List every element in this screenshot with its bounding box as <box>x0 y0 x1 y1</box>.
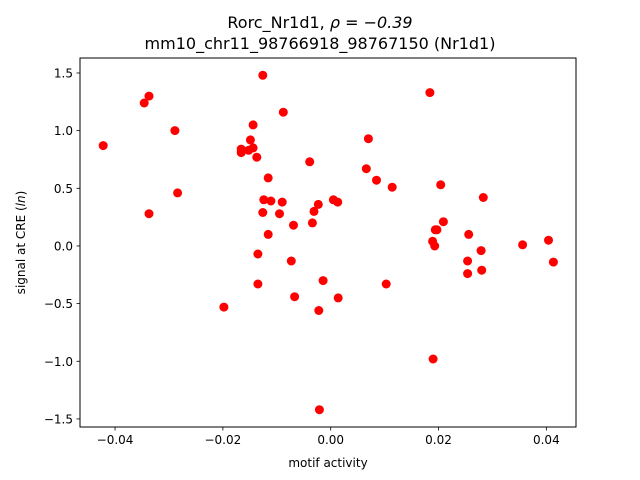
data-point-53 <box>464 229 474 239</box>
data-point-52 <box>463 269 473 279</box>
data-point-19 <box>263 173 273 183</box>
x-tick-label: 0.04 <box>533 433 560 447</box>
data-point-24 <box>278 107 288 117</box>
chart-title-line1: Rorc_Nr1d1, ρ = −0.39 <box>227 13 412 33</box>
plot-area-frame <box>79 57 577 428</box>
data-point-8 <box>236 148 246 158</box>
y-tick-label: 1.5 <box>54 66 73 80</box>
data-point-13 <box>252 152 262 162</box>
data-point-54 <box>476 246 486 256</box>
data-point-14 <box>253 249 263 259</box>
data-point-22 <box>275 209 284 219</box>
data-point-45 <box>428 354 438 364</box>
data-point-57 <box>518 240 528 250</box>
y-tick-label: 1.0 <box>54 124 73 138</box>
data-point-39 <box>363 134 373 144</box>
data-point-28 <box>305 157 315 167</box>
data-point-23 <box>277 197 287 207</box>
data-point-27 <box>290 292 300 302</box>
data-point-17 <box>258 208 268 217</box>
data-point-20 <box>263 229 273 239</box>
data-point-42 <box>387 182 397 192</box>
data-point-51 <box>463 256 473 266</box>
data-point-38 <box>361 164 371 174</box>
data-point-16 <box>258 70 268 80</box>
data-point-50 <box>438 217 448 227</box>
data-point-56 <box>478 193 488 202</box>
data-point-43 <box>425 88 435 98</box>
x-tick-label: −0.04 <box>97 433 134 447</box>
y-tick-label: −0.5 <box>44 297 73 311</box>
data-point-5 <box>173 188 183 198</box>
data-point-18 <box>259 195 269 205</box>
x-axis-ticks: −0.04 −0.02 0.00 0.02 0.04 <box>97 427 560 447</box>
data-point-6 <box>219 302 229 312</box>
data-point-36 <box>333 197 343 207</box>
y-axis-label: signal at CRE (ln) <box>14 191 28 295</box>
data-point-31 <box>313 199 323 209</box>
x-tick-label: −0.02 <box>204 433 241 447</box>
data-point-32 <box>314 306 324 315</box>
data-point-33 <box>314 405 324 415</box>
x-tick-label: 0.00 <box>317 433 344 447</box>
data-points <box>98 70 558 415</box>
data-point-49 <box>436 180 446 190</box>
data-point-1 <box>139 98 149 108</box>
data-point-55 <box>477 265 487 275</box>
data-point-15 <box>253 279 263 289</box>
y-tick-label: 0.5 <box>54 182 73 196</box>
data-point-4 <box>170 126 180 136</box>
y-tick-label: −1.0 <box>44 355 73 369</box>
data-point-3 <box>144 209 154 219</box>
data-point-58 <box>544 235 553 245</box>
data-point-25 <box>286 256 296 266</box>
data-point-0 <box>98 141 108 151</box>
data-point-21 <box>266 196 276 206</box>
data-point-26 <box>289 220 298 230</box>
data-point-37 <box>333 293 343 303</box>
data-point-34 <box>318 276 328 286</box>
y-axis-ticks: −1.5 −1.0 −0.5 0.0 0.5 1.0 1.5 <box>44 66 80 426</box>
data-point-41 <box>381 279 391 289</box>
x-tick-label: 0.02 <box>425 433 452 447</box>
data-point-29 <box>307 218 317 228</box>
x-axis-label: motif activity <box>288 456 367 470</box>
data-point-40 <box>372 175 381 185</box>
y-tick-label: 0.0 <box>54 239 73 253</box>
data-point-59 <box>548 257 558 267</box>
data-point-46 <box>430 241 440 251</box>
data-point-2 <box>144 91 154 101</box>
y-tick-label: −1.5 <box>44 412 73 426</box>
data-point-11 <box>248 120 258 130</box>
data-point-10 <box>245 135 255 145</box>
data-point-12 <box>248 143 258 153</box>
data-point-30 <box>309 206 319 216</box>
data-point-48 <box>432 225 442 235</box>
chart-title-line2: mm10_chr11_98766918_98767150 (Nr1d1) <box>145 34 496 54</box>
